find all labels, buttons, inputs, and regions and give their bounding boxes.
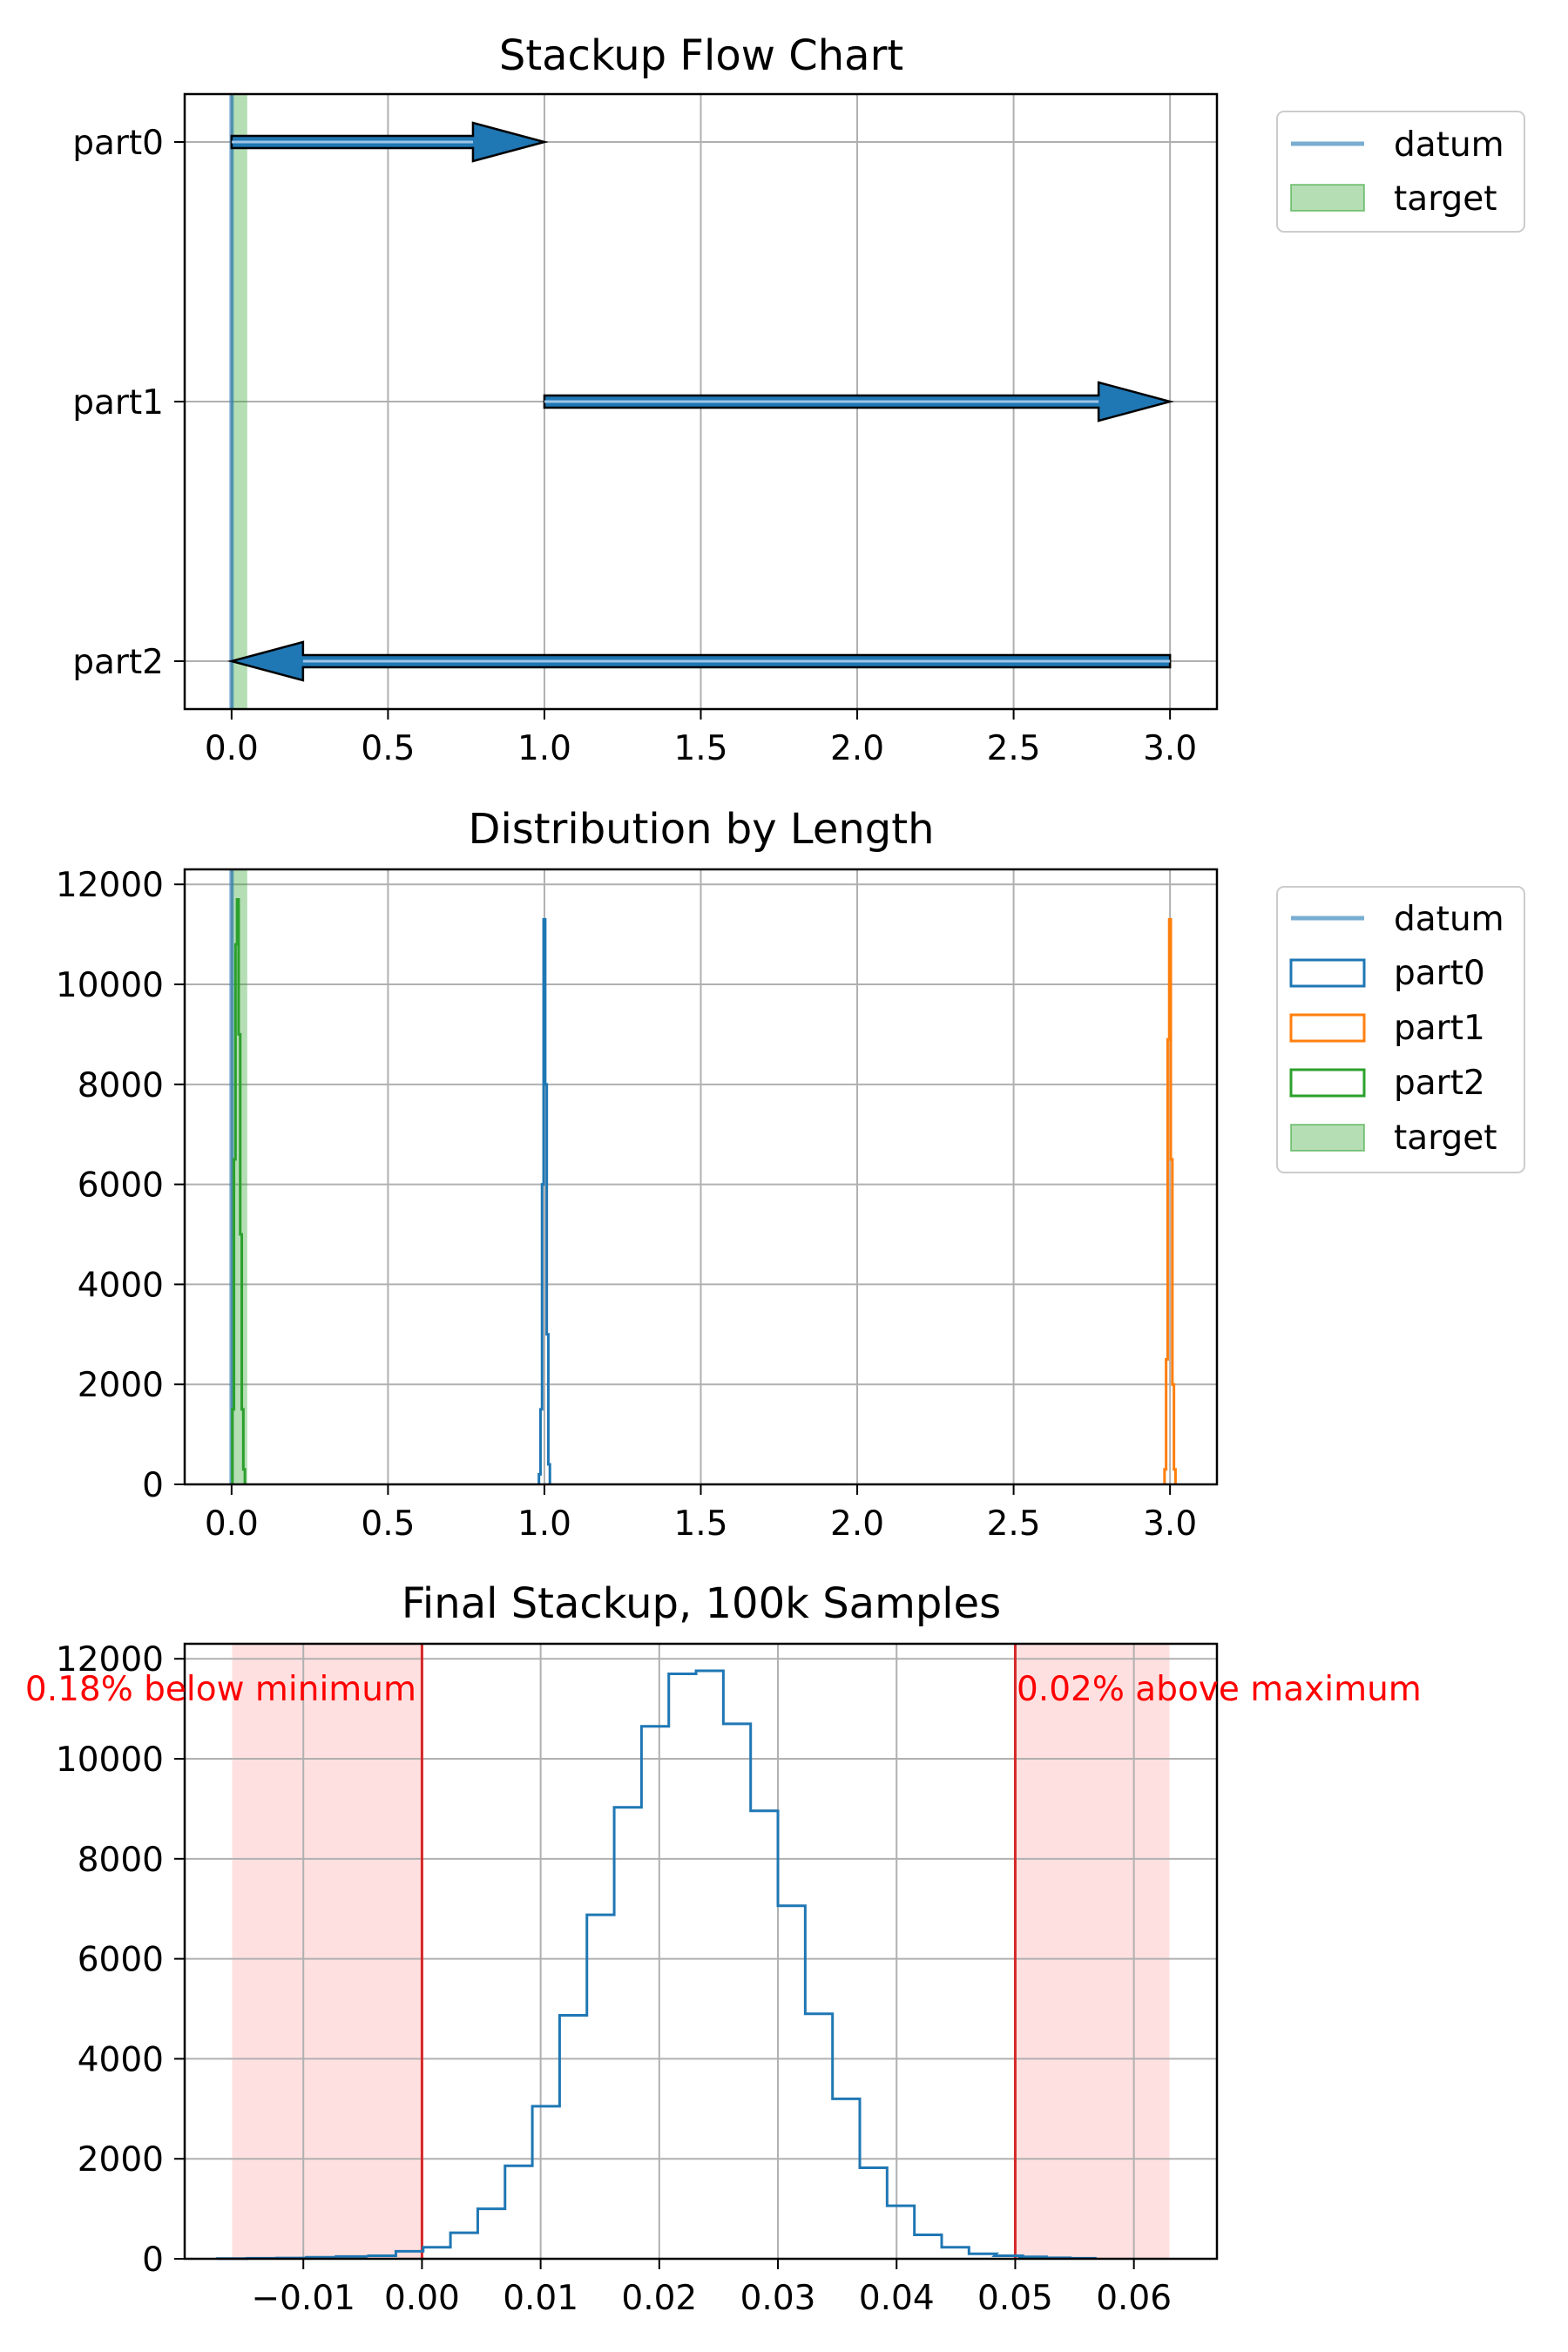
distribution-legend: datum part0 part1 part2 target bbox=[1276, 886, 1525, 1173]
legend2-part1-label: part1 bbox=[1394, 1009, 1485, 1048]
fail-regions bbox=[232, 1644, 1170, 2259]
final-ytick-label: 12000 bbox=[56, 1640, 164, 1680]
final-ytick-label: 10000 bbox=[56, 1740, 164, 1780]
fail-region-low bbox=[232, 1644, 422, 2259]
flow-xtick-label: 0.0 bbox=[205, 729, 259, 768]
final-xtick-label: −0.01 bbox=[251, 2279, 355, 2318]
dist-ytick-label: 10000 bbox=[56, 966, 164, 1005]
dist-xtick-label: 2.5 bbox=[987, 1504, 1041, 1544]
final-y-ticks: 0 2000 4000 6000 8000 10000 12000 bbox=[56, 1640, 185, 2280]
distribution-legend-box bbox=[1276, 886, 1525, 1173]
dist-xtick-label: 2.0 bbox=[830, 1504, 884, 1544]
legend2-part0-label: part0 bbox=[1394, 954, 1485, 993]
legend2-part2-swatch bbox=[1289, 1068, 1366, 1098]
final-stackup-title: Final Stackup, 100k Samples bbox=[402, 1579, 1001, 1628]
final-xtick-label: 0.03 bbox=[740, 2279, 816, 2318]
legend-datum-label: datum bbox=[1394, 125, 1504, 165]
distribution-series bbox=[231, 897, 1177, 1484]
flow-arrows bbox=[227, 121, 1174, 682]
flow-xtick-label: 1.5 bbox=[673, 729, 727, 768]
final-stackup-frame bbox=[183, 1642, 1219, 2261]
legend2-part2-label: part2 bbox=[1394, 1064, 1485, 1103]
below-minimum-annotation: 0.18% below minimum bbox=[25, 1670, 416, 1709]
above-maximum-annotation: 0.02% above maximum bbox=[1017, 1670, 1422, 1709]
flow-x-ticks: 0.0 0.5 1.0 1.5 2.0 2.5 3.0 bbox=[205, 709, 1197, 768]
flow-xtick-label: 2.0 bbox=[830, 729, 884, 768]
flow-target-band bbox=[231, 94, 247, 709]
flow-legend: datum target bbox=[1276, 111, 1525, 233]
distribution-y-ticks: 0 2000 4000 6000 8000 10000 12000 bbox=[56, 866, 185, 1505]
dist-ytick-label: 0 bbox=[142, 1466, 164, 1505]
dist-ytick-label: 12000 bbox=[56, 866, 164, 905]
final-ytick-label: 2000 bbox=[78, 2140, 164, 2180]
dist-ytick-label: 6000 bbox=[78, 1166, 164, 1206]
final-ytick-label: 0 bbox=[142, 2240, 164, 2280]
hist-part0 bbox=[537, 917, 551, 1484]
distribution-grid bbox=[185, 869, 1217, 1485]
final-xtick-label: 0.06 bbox=[1096, 2279, 1172, 2318]
dist-xtick-label: 0.5 bbox=[361, 1504, 415, 1544]
final-xtick-label: 0.02 bbox=[621, 2279, 697, 2318]
flow-chart-title: Stackup Flow Chart bbox=[499, 31, 903, 80]
spec-limit-lines bbox=[420, 1644, 1017, 2259]
final-ytick-label: 4000 bbox=[78, 2040, 164, 2079]
legend-target-label: target bbox=[1394, 179, 1497, 219]
flow-xtick-label: 0.5 bbox=[361, 729, 415, 768]
final-xtick-label: 0.04 bbox=[859, 2279, 935, 2318]
flow-xtick-label: 2.5 bbox=[987, 729, 1041, 768]
flow-chart-panel: Stackup Flow Chart 0.0 0.5 1.0 1.5 2.0 2.5 3.0… bbox=[72, 31, 1525, 768]
legend2-datum-label: datum bbox=[1394, 900, 1504, 939]
distribution-panel: Distribution by Length 0.0 0.5 1.0 1.5 2.0 2.… bbox=[56, 805, 1525, 1544]
flow-y-ticks: part0 part1 part2 bbox=[72, 124, 185, 682]
final-ytick-label: 8000 bbox=[78, 1841, 164, 1880]
flow-ytick-label: part1 bbox=[72, 383, 164, 422]
final-xtick-label: 0.05 bbox=[977, 2279, 1053, 2318]
dist-xtick-label: 3.0 bbox=[1143, 1504, 1197, 1544]
legend-target-swatch bbox=[1290, 184, 1365, 212]
legend2-part1-swatch bbox=[1289, 1013, 1366, 1043]
distribution-x-ticks: 0.0 0.5 1.0 1.5 2.0 2.5 3.0 bbox=[205, 1484, 1197, 1544]
fail-region-high bbox=[1015, 1644, 1170, 2259]
final-ytick-label: 6000 bbox=[78, 1941, 164, 1980]
flow-xtick-label: 1.0 bbox=[517, 729, 571, 768]
final-stackup-grid bbox=[185, 1644, 1217, 2260]
final-xtick-label: 0.01 bbox=[503, 2279, 578, 2318]
dist-ytick-label: 8000 bbox=[78, 1066, 164, 1105]
hist-part1 bbox=[1163, 917, 1177, 1484]
dist-ytick-label: 4000 bbox=[78, 1266, 164, 1305]
flow-ytick-label: part0 bbox=[72, 124, 164, 163]
dist-xtick-label: 1.0 bbox=[517, 1504, 571, 1544]
hist-part2 bbox=[231, 897, 247, 1484]
final-xtick-label: 0.00 bbox=[384, 2279, 460, 2318]
dist-xtick-label: 1.5 bbox=[673, 1504, 727, 1544]
legend2-part0-swatch bbox=[1289, 958, 1366, 988]
flow-xtick-label: 3.0 bbox=[1143, 729, 1197, 768]
final-stackup-panel: Final Stackup, 100k Samples −0.01 0.00 0.0… bbox=[25, 1579, 1422, 2318]
dist-xtick-label: 0.0 bbox=[205, 1504, 259, 1544]
flow-ytick-label: part2 bbox=[72, 643, 164, 682]
dist-ytick-label: 2000 bbox=[78, 1366, 164, 1405]
legend2-target-label: target bbox=[1394, 1119, 1497, 1158]
final-stackup-histogram bbox=[215, 1669, 1097, 2261]
final-x-ticks: −0.01 0.00 0.01 0.02 0.03 0.04 0.05 0.06 bbox=[251, 2259, 1172, 2318]
distribution-title: Distribution by Length bbox=[469, 805, 935, 854]
legend2-target-swatch bbox=[1290, 1124, 1365, 1152]
